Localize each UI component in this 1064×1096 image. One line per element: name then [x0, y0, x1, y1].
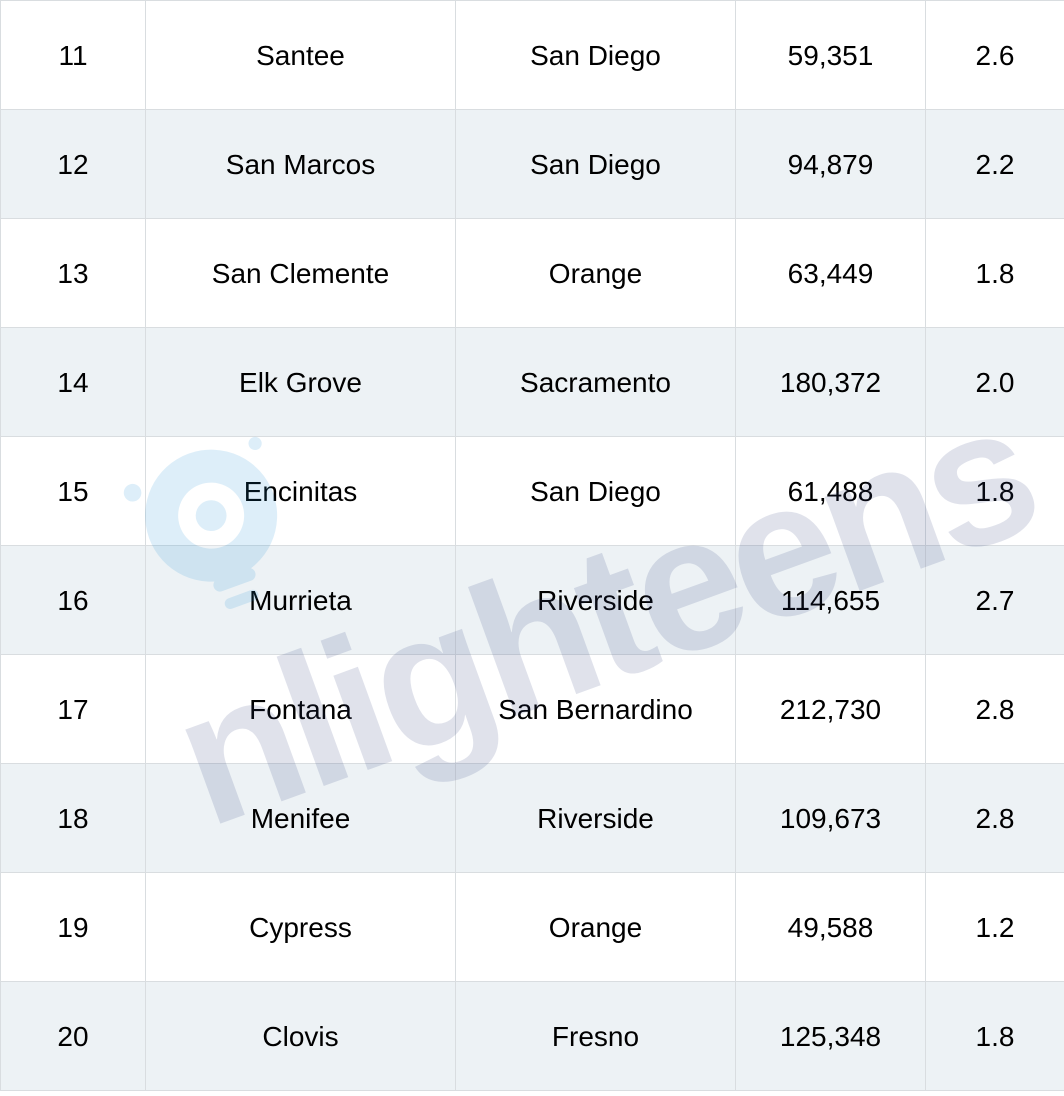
- cell-population: 114,655: [736, 546, 926, 655]
- table-row: 16 Murrieta Riverside 114,655 2.7: [1, 546, 1064, 655]
- table-row: 18 Menifee Riverside 109,673 2.8: [1, 764, 1064, 873]
- cell-population: 180,372: [736, 328, 926, 437]
- data-table: 11 Santee San Diego 59,351 2.6 12 San Ma…: [0, 0, 1064, 1091]
- cell-city: Menifee: [146, 764, 456, 873]
- cell-rate: 2.0: [926, 328, 1064, 437]
- cell-rate: 2.8: [926, 764, 1064, 873]
- cell-city: Fontana: [146, 655, 456, 764]
- cell-population: 59,351: [736, 1, 926, 110]
- cell-rank: 20: [1, 982, 146, 1091]
- cell-county: Riverside: [456, 764, 736, 873]
- table-row: 13 San Clemente Orange 63,449 1.8: [1, 219, 1064, 328]
- cell-county: San Diego: [456, 110, 736, 219]
- cell-population: 94,879: [736, 110, 926, 219]
- cell-rate: 1.8: [926, 982, 1064, 1091]
- cell-county: Fresno: [456, 982, 736, 1091]
- cell-rank: 16: [1, 546, 146, 655]
- cell-rank: 19: [1, 873, 146, 982]
- table-row: 14 Elk Grove Sacramento 180,372 2.0: [1, 328, 1064, 437]
- cell-rank: 11: [1, 1, 146, 110]
- cell-county: Sacramento: [456, 328, 736, 437]
- cell-rank: 14: [1, 328, 146, 437]
- cell-city: Clovis: [146, 982, 456, 1091]
- cell-city: San Marcos: [146, 110, 456, 219]
- cell-county: San Bernardino: [456, 655, 736, 764]
- table-row: 12 San Marcos San Diego 94,879 2.2: [1, 110, 1064, 219]
- cell-population: 212,730: [736, 655, 926, 764]
- table-row: 20 Clovis Fresno 125,348 1.8: [1, 982, 1064, 1091]
- cell-population: 63,449: [736, 219, 926, 328]
- cell-rate: 1.2: [926, 873, 1064, 982]
- cell-city: Santee: [146, 1, 456, 110]
- cell-city: Elk Grove: [146, 328, 456, 437]
- cell-city: Murrieta: [146, 546, 456, 655]
- cell-county: Riverside: [456, 546, 736, 655]
- cell-rank: 18: [1, 764, 146, 873]
- cell-city: Cypress: [146, 873, 456, 982]
- cell-county: San Diego: [456, 1, 736, 110]
- cell-rate: 2.8: [926, 655, 1064, 764]
- table-row: 19 Cypress Orange 49,588 1.2: [1, 873, 1064, 982]
- cell-rank: 13: [1, 219, 146, 328]
- cell-rate: 2.7: [926, 546, 1064, 655]
- table-row: 15 Encinitas San Diego 61,488 1.8: [1, 437, 1064, 546]
- table-row: 11 Santee San Diego 59,351 2.6: [1, 1, 1064, 110]
- cell-population: 49,588: [736, 873, 926, 982]
- cell-county: Orange: [456, 873, 736, 982]
- cell-rate: 2.2: [926, 110, 1064, 219]
- table-row: 17 Fontana San Bernardino 212,730 2.8: [1, 655, 1064, 764]
- cell-rate: 1.8: [926, 437, 1064, 546]
- cell-rank: 15: [1, 437, 146, 546]
- table-body: 11 Santee San Diego 59,351 2.6 12 San Ma…: [1, 1, 1064, 1091]
- cell-population: 125,348: [736, 982, 926, 1091]
- cell-county: Orange: [456, 219, 736, 328]
- cell-rate: 1.8: [926, 219, 1064, 328]
- cell-rank: 17: [1, 655, 146, 764]
- cell-population: 61,488: [736, 437, 926, 546]
- cell-city: Encinitas: [146, 437, 456, 546]
- cell-rate: 2.6: [926, 1, 1064, 110]
- cell-city: San Clemente: [146, 219, 456, 328]
- cell-rank: 12: [1, 110, 146, 219]
- cell-county: San Diego: [456, 437, 736, 546]
- cell-population: 109,673: [736, 764, 926, 873]
